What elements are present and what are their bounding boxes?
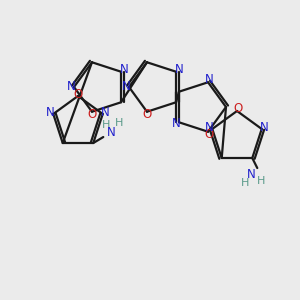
Text: H: H [102,120,110,130]
Text: N: N [122,80,130,94]
Text: H: H [241,178,250,188]
Text: N: N [260,122,269,134]
Text: N: N [67,80,75,94]
Text: O: O [74,88,82,101]
Text: N: N [247,167,256,181]
Text: N: N [172,117,180,130]
Text: N: N [120,63,128,76]
Text: N: N [175,63,183,76]
Text: N: N [107,125,116,139]
Text: O: O [233,103,243,116]
Text: O: O [142,108,152,121]
Text: N: N [101,106,110,119]
Text: N: N [205,73,213,86]
Text: O: O [204,128,214,141]
Text: O: O [87,108,97,121]
Text: H: H [257,176,266,186]
Text: N: N [46,106,55,119]
Text: N: N [205,122,214,134]
Text: H: H [115,118,124,128]
